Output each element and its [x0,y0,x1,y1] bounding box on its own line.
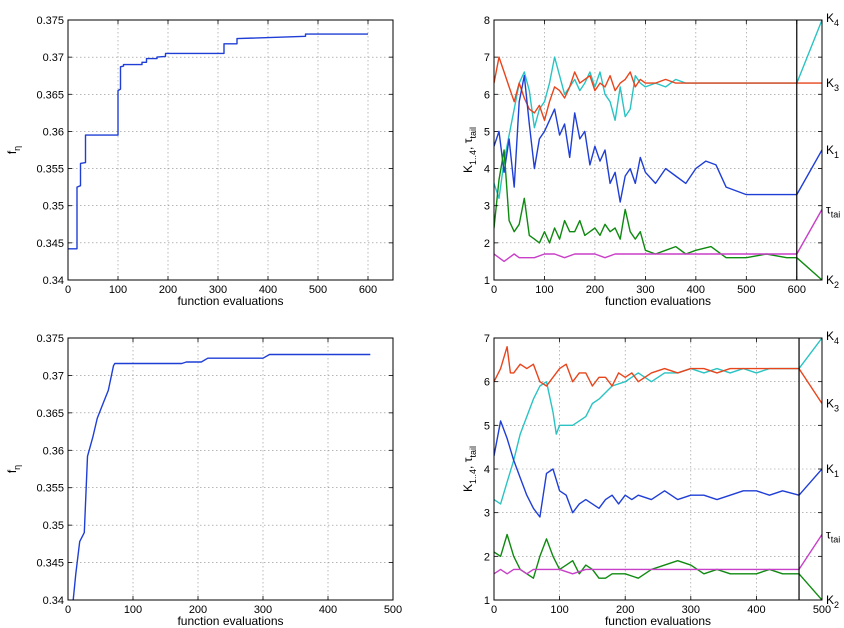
chart2-ytick-label: 7 [484,52,490,64]
chart4-xtick-label: 100 [550,604,568,616]
chart3-ytick-label: 0.37 [43,370,64,382]
chart4: 0 100 200 300 400 500 1 2 3 4 5 6 7 function evaluati… [461,329,840,628]
chart3-ytick-label: 0.375 [36,333,64,345]
chart1-ytick-label: 0.355 [36,164,64,176]
chart3-ytick-label: 0.34 [43,595,64,607]
chart3-xtick-label: 100 [124,604,142,616]
chart2-ytick-label: 2 [484,238,490,250]
chart4-series--tail [494,534,822,575]
chart4-xtick-label: 400 [747,604,765,616]
chart1-ytick-label: 0.365 [36,89,64,101]
chart2-ytick-label: 8 [484,15,490,27]
chart1-xtick-label: 400 [259,284,277,296]
chart3-series-line1 [72,353,371,600]
chart2-right-label: K1 [826,143,839,160]
chart2-ytick-label: 6 [484,89,490,101]
chart2-series-k-2 [494,149,822,280]
chart4-ytick-label: 7 [484,333,490,345]
chart1-ytick-label: 0.37 [43,52,64,64]
chart2-xtick-label: 100 [535,284,553,296]
chart3-xtick-label: 400 [319,604,337,616]
chart2: 0 100 200 300 400 500 600 1 2 3 4 5 6 7 8 function eval… [461,11,840,308]
chart1-axes-box [67,19,394,281]
chart2-series-k-3 [494,56,822,122]
chart1-ytick-label: 0.345 [36,238,64,250]
chart4-series-k-2 [494,533,822,600]
chart4-right-label: K4 [826,329,839,346]
chart1-series-line1 [68,33,368,250]
chart4-series-k-3 [494,346,822,404]
chart2-xtick-label: 300 [636,284,654,296]
chart2-xtick-label: 500 [737,284,755,296]
chart3-xlabel: function evaluations [177,614,283,628]
chart4-ylabel: K1..4, τtail [461,446,478,492]
chart3-ytick-label: 0.36 [43,445,64,457]
chart3-ytick-label: 0.355 [36,483,64,495]
chart2-xlabel: function evaluations [605,294,711,308]
chart1-xtick-label: 500 [309,284,327,296]
chart2-ytick-label: 1 [484,275,490,287]
chart2-right-label: K2 [826,273,839,290]
chart4-series-k-1 [494,420,822,518]
chart4-ytick-label: 4 [484,464,490,476]
chart4-ytick-label: 2 [484,551,490,563]
chart2-series-k-1 [494,74,822,203]
chart1-ytick-label: 0.375 [36,15,64,27]
chart1-xtick-label: 200 [159,284,177,296]
chart4-xtick-label: 200 [616,604,634,616]
chart4-right-label: K1 [826,462,839,479]
chart2-ytick-label: 3 [484,201,490,213]
chart2-xtick-label: 400 [687,284,705,296]
chart4-xtick-label: 500 [813,604,831,616]
chart4-ytick-label: 6 [484,377,490,389]
chart4-ytick-label: 1 [484,595,490,607]
chart2-right-label: τtai [826,202,840,219]
chart4-series-k-4 [494,338,822,505]
chart4-right-label: τtai [826,528,840,545]
chart3-xtick-label: 300 [254,604,272,616]
chart3-xtick-label: 0 [65,604,71,616]
chart3-ylabel: fη [5,465,22,473]
chart2-ytick-label: 4 [484,164,490,176]
chart2-right-label: K4 [826,11,839,28]
chart4-ytick-label: 5 [484,420,490,432]
chart1-ytick-label: 0.34 [43,275,64,287]
chart1-xtick-label: 0 [65,284,71,296]
chart2-xtick-label: 0 [491,284,497,296]
chart3-xtick-label: 200 [189,604,207,616]
chart2-series-k-4 [494,20,822,200]
chart1: 0 100 200 300 400 500 600 0.34 0.345 0.35 0.355 0.3… [5,15,394,308]
chart2-ytick-label: 5 [484,126,490,138]
chart2-series--tail [494,209,822,263]
chart2-xtick-label: 200 [586,284,604,296]
chart2-axes-box [493,19,823,281]
chart4-ytick-label: 3 [484,508,490,520]
chart4-xlabel: function evaluations [605,614,711,628]
chart4-right-label: K2 [826,593,839,610]
chart3-ytick-label: 0.345 [36,558,64,570]
chart2-xtick-label: 600 [788,284,806,296]
chart3: 0 100 200 300 400 500 0.34 0.345 0.35 0.355 0.36 0.… [5,333,402,628]
chart1-xtick-label: 600 [359,284,377,296]
chart1-xlabel: function evaluations [177,294,283,308]
chart4-right-label: K3 [826,397,839,414]
chart3-xtick-label: 500 [384,604,402,616]
chart3-ytick-label: 0.365 [36,408,64,420]
chart2-right-label: K3 [826,76,839,93]
chart3-axes-box [67,337,394,601]
chart1-xtick-label: 100 [109,284,127,296]
chart3-ytick-label: 0.35 [43,520,64,532]
chart1-ylabel: fη [5,146,22,154]
chart4-xtick-label: 0 [491,604,497,616]
chart1-ytick-label: 0.35 [43,201,64,213]
chart1-xtick-label: 300 [209,284,227,296]
chart4-xtick-label: 300 [682,604,700,616]
chart2-ylabel: K1..4, τtail [461,127,478,173]
chart1-ytick-label: 0.36 [43,126,64,138]
